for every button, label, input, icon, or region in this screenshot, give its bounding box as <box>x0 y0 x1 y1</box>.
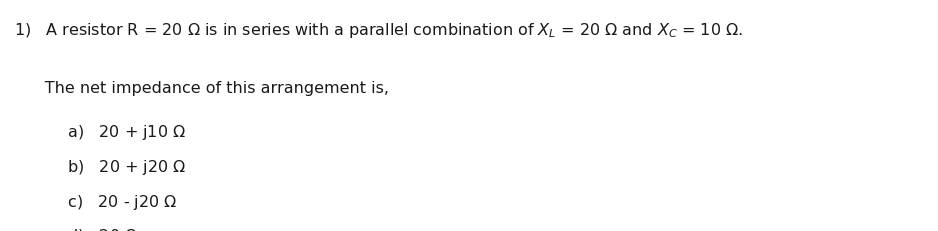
Text: b)   20 + j20 $\Omega$: b) 20 + j20 $\Omega$ <box>52 157 186 176</box>
Text: The net impedance of this arrangement is,: The net impedance of this arrangement is… <box>14 81 389 96</box>
Text: d)   20 $\Omega$: d) 20 $\Omega$ <box>52 226 138 231</box>
Text: 1)   A resistor R = 20 $\Omega$ is in series with a parallel combination of $X_L: 1) A resistor R = 20 $\Omega$ is in seri… <box>14 21 743 40</box>
Text: a)   20 + j10 $\Omega$: a) 20 + j10 $\Omega$ <box>52 122 186 141</box>
Text: c)   20 - j20 $\Omega$: c) 20 - j20 $\Omega$ <box>52 192 177 211</box>
